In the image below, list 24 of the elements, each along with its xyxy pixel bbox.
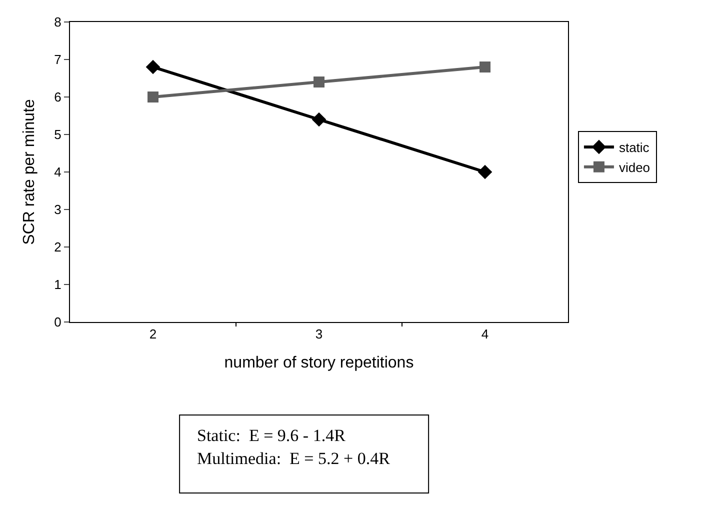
y-tick-label: 2 [54,240,62,255]
legend-label: static [618,140,650,156]
y-tick-label: 5 [54,127,62,142]
point [480,62,490,72]
point [146,60,160,74]
text: Static: E = 9.6 - 1.4R [197,426,346,445]
y-tick-label: 6 [54,90,62,105]
text: Multimedia: E = 5.2 + 0.4R [197,449,391,468]
y-tick-label: 1 [54,277,62,292]
x-axis-title: number of story repetitions [224,354,414,372]
x-tick-label: 4 [481,326,489,342]
legend-label: video [618,160,650,175]
x-tick-label: 2 [149,326,157,342]
y-tick-label: 7 [54,52,62,68]
y-tick-label: 4 [54,164,62,180]
y-tick-label: 3 [54,202,62,218]
x-tick-label: 3 [315,326,323,342]
point [314,76,324,88]
y-axis-title: SCR rate per minute [21,98,38,245]
point [148,92,158,102]
y-tick-label: 8 [54,14,62,30]
y-tick-label: 0 [54,314,62,330]
point [312,112,326,127]
point [478,164,492,180]
